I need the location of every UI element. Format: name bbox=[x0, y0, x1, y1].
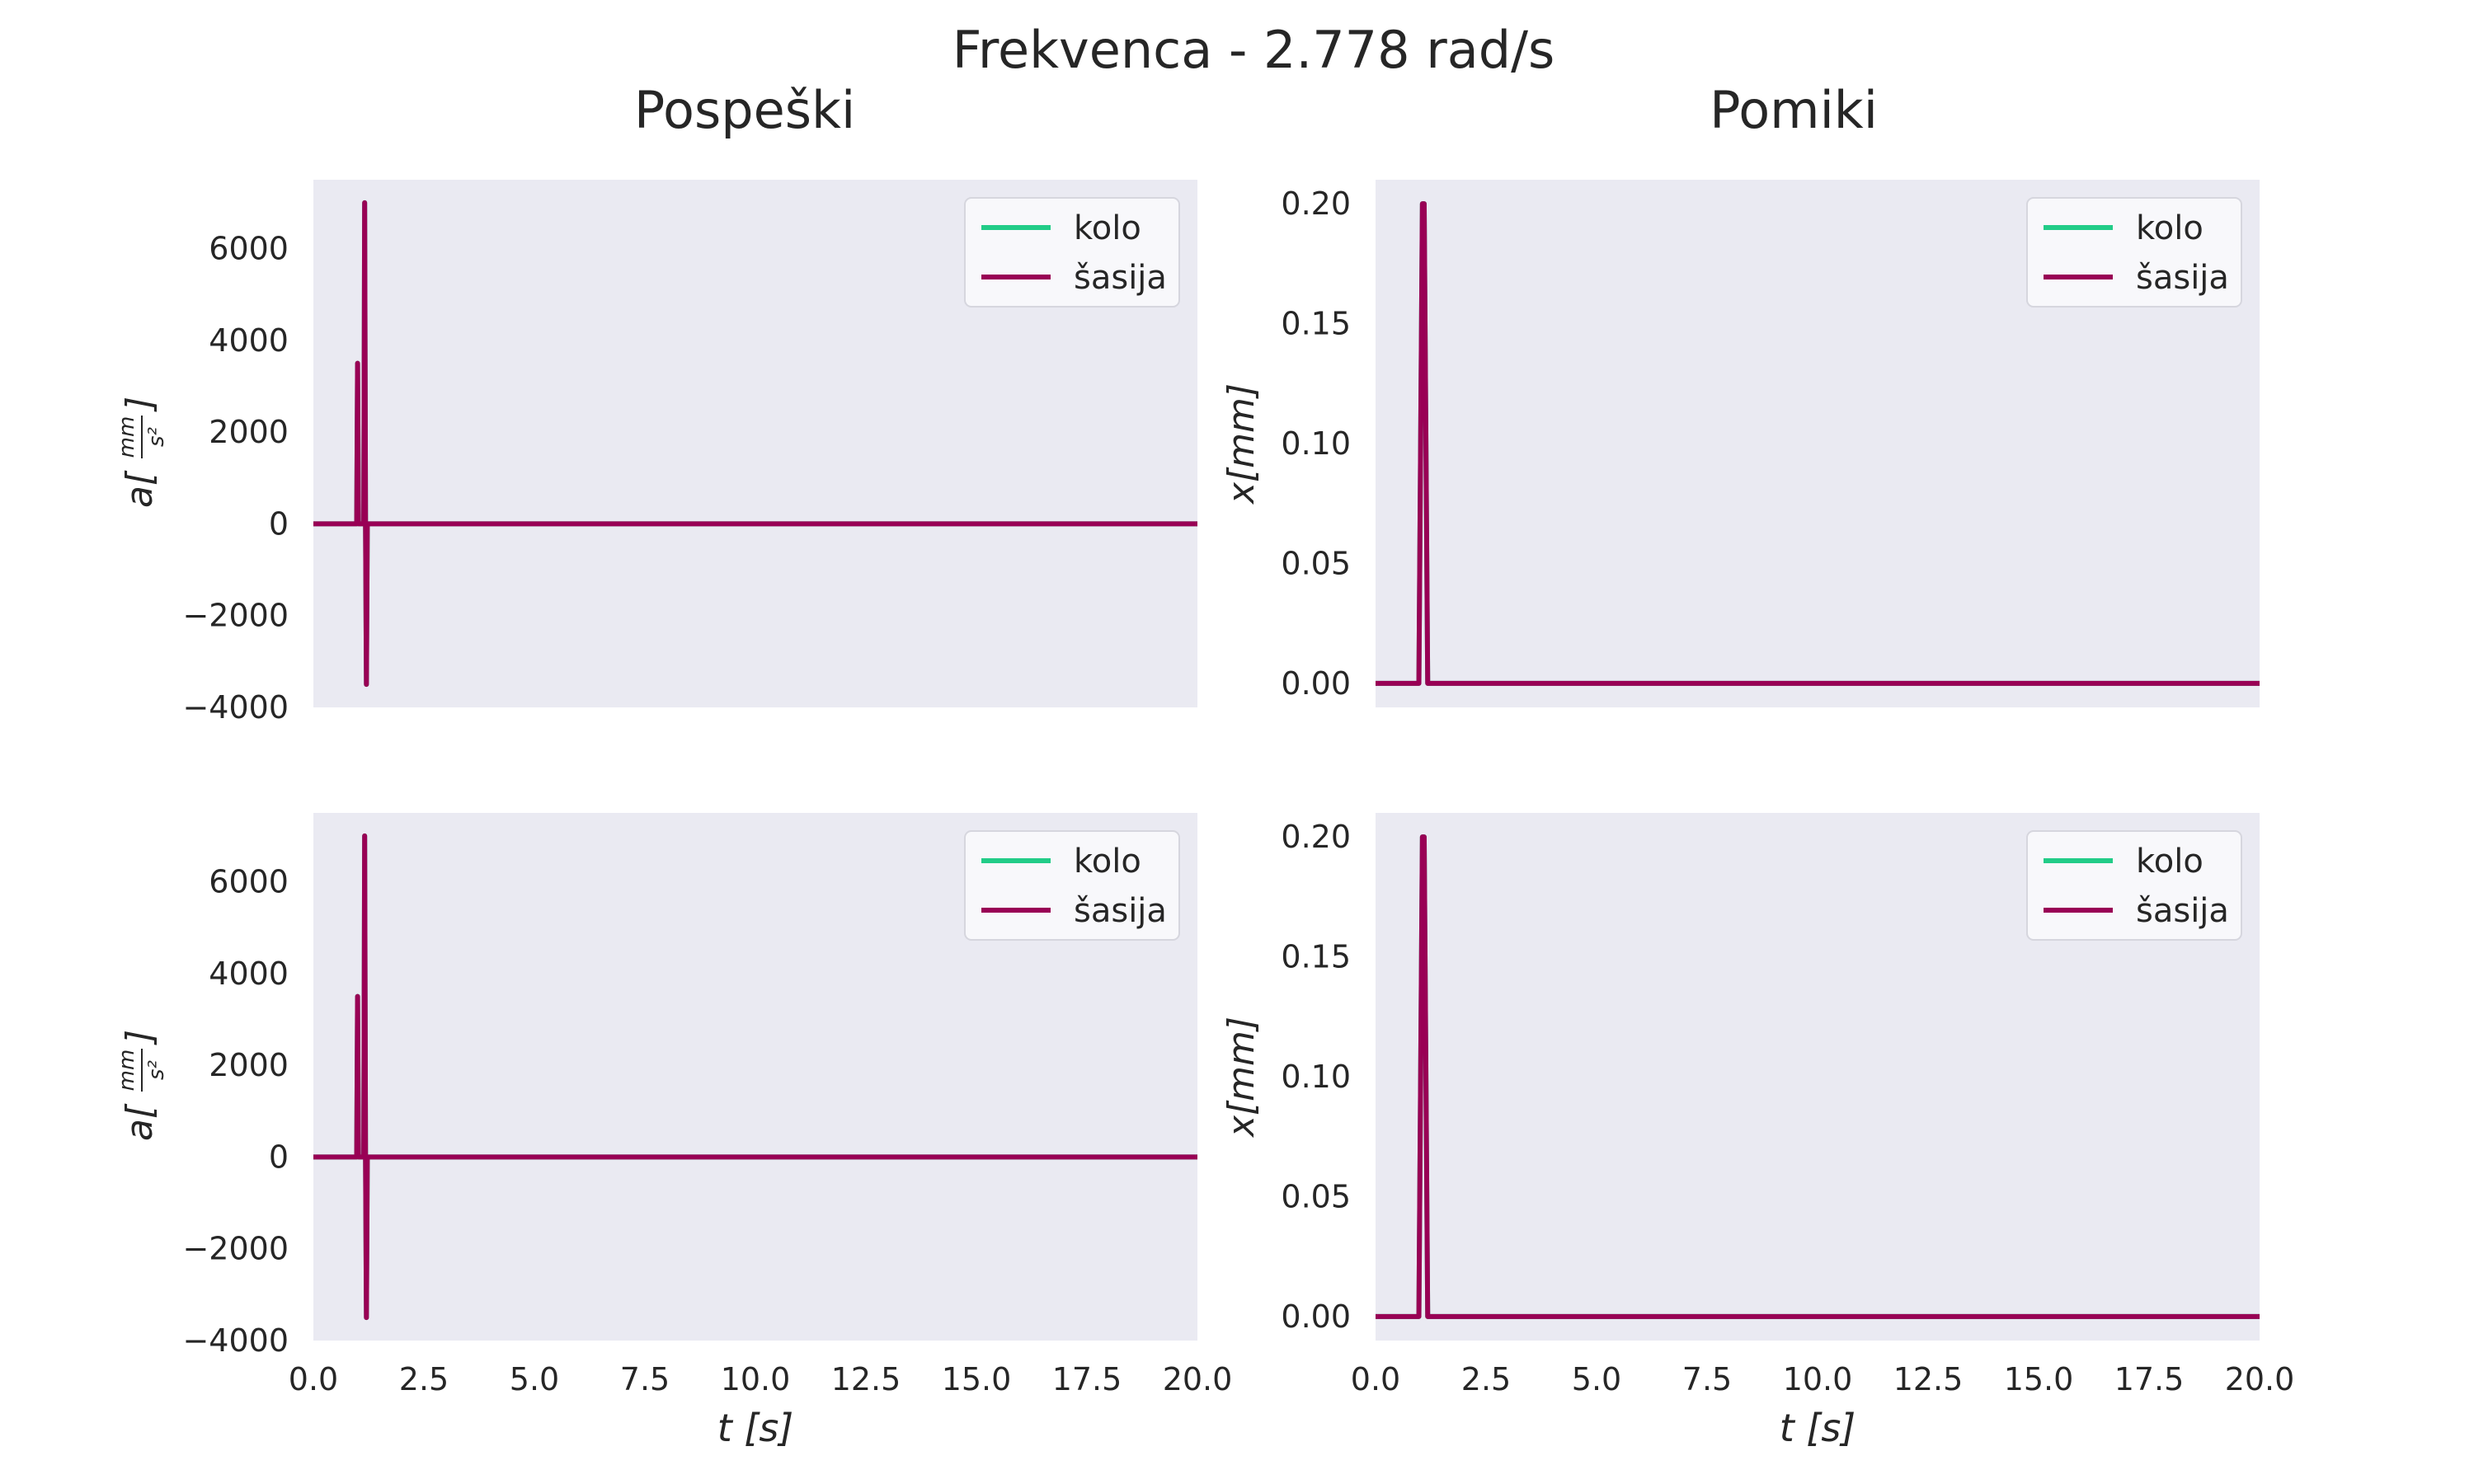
x-tick-label: 0.0 bbox=[289, 1361, 338, 1397]
legend: kolo šasija bbox=[964, 197, 1180, 308]
x-axis-label: t [s] bbox=[717, 1406, 794, 1450]
series-line-sasija bbox=[313, 833, 1197, 1321]
legend-label: šasija bbox=[2136, 892, 2229, 930]
y-tick-label: 0.10 bbox=[1281, 1059, 1351, 1095]
y-axis-label: x[mm] bbox=[1221, 1017, 1263, 1139]
column-title-pomiki: Pomiki bbox=[1710, 80, 1878, 140]
y-axis-label-numerator: mm bbox=[115, 1050, 139, 1092]
y-axis-label-prefix: a[ bbox=[119, 1103, 161, 1141]
subplot-3: −4000 −2000 0 2000 4000 6000 0.0 2.5 5.0 7.5 10.0 1… bbox=[115, 813, 1232, 1450]
legend: kolo šasija bbox=[2026, 830, 2242, 941]
legend-label: kolo bbox=[2136, 209, 2204, 247]
y-tick-label: −4000 bbox=[182, 689, 289, 726]
x-tick-label: 7.5 bbox=[1682, 1361, 1732, 1397]
series-line-sasija bbox=[313, 200, 1197, 688]
y-tick-label: 0.10 bbox=[1281, 425, 1351, 462]
y-tick-label: 2000 bbox=[209, 1047, 289, 1083]
y-axis-label-suffix: ] bbox=[119, 397, 161, 412]
y-tick-label: 6000 bbox=[209, 863, 289, 899]
y-tick-label: 0.00 bbox=[1281, 1298, 1351, 1335]
y-axis-label-suffix: ] bbox=[119, 1030, 161, 1045]
y-tick-label: 0.20 bbox=[1281, 186, 1351, 222]
x-tick-label: 2.5 bbox=[1461, 1361, 1511, 1397]
y-tick-label: −2000 bbox=[182, 1231, 289, 1267]
x-axis-label: t [s] bbox=[1780, 1406, 1856, 1450]
x-tick-label: 2.5 bbox=[399, 1361, 449, 1397]
y-tick-label: 0.15 bbox=[1281, 306, 1351, 342]
legend-label: kolo bbox=[1074, 843, 1141, 881]
x-tick-label: 15.0 bbox=[2004, 1361, 2074, 1397]
y-axis-label: x[mm] bbox=[1221, 383, 1263, 505]
legend-label: šasija bbox=[2136, 259, 2229, 297]
subplot-4: 0.00 0.05 0.10 0.15 0.20 0.0 2.5 5.0 7.5 10.0 12.5… bbox=[1221, 813, 2294, 1450]
y-tick-label: 4000 bbox=[209, 956, 289, 992]
x-tick-label: 17.5 bbox=[1052, 1361, 1122, 1397]
y-axis-label-denominator: s² bbox=[144, 427, 169, 447]
legend-label: kolo bbox=[2136, 843, 2204, 881]
series-line-sasija bbox=[1376, 834, 2260, 1319]
x-tick-label: 10.0 bbox=[721, 1361, 791, 1397]
x-tick-label: 12.5 bbox=[1893, 1361, 1964, 1397]
x-tick-label: 15.0 bbox=[942, 1361, 1012, 1397]
legend: kolo šasija bbox=[964, 830, 1180, 941]
y-tick-label: 2000 bbox=[209, 414, 289, 450]
y-tick-label: 4000 bbox=[209, 322, 289, 359]
legend-label: kolo bbox=[1074, 209, 1141, 247]
x-tick-label: 20.0 bbox=[2225, 1361, 2295, 1397]
y-tick-label: −2000 bbox=[182, 598, 289, 634]
y-tick-label: −4000 bbox=[182, 1322, 289, 1359]
x-tick-label: 17.5 bbox=[2114, 1361, 2185, 1397]
x-tick-label: 0.0 bbox=[1351, 1361, 1400, 1397]
y-axis-label-prefix: a[ bbox=[119, 470, 161, 508]
y-tick-label: 6000 bbox=[209, 230, 289, 266]
column-title-pospeski: Pospeški bbox=[634, 80, 855, 140]
x-tick-label: 10.0 bbox=[1783, 1361, 1853, 1397]
y-axis-label: a[ mm s²] bbox=[115, 1030, 169, 1141]
legend: kolo šasija bbox=[2026, 197, 2242, 308]
x-tick-label: 7.5 bbox=[620, 1361, 670, 1397]
y-axis-label-denominator: s² bbox=[144, 1060, 169, 1080]
x-tick-label: 5.0 bbox=[510, 1361, 559, 1397]
y-tick-label: 0.05 bbox=[1281, 545, 1351, 581]
y-tick-label: 0 bbox=[269, 1139, 289, 1175]
x-tick-label: 5.0 bbox=[1572, 1361, 1621, 1397]
series-line-sasija bbox=[1376, 201, 2260, 686]
legend-label: šasija bbox=[1074, 892, 1167, 930]
subplot-2: 0.00 0.05 0.10 0.15 0.20 x[mm] kolo šasija bbox=[1221, 180, 2260, 707]
y-axis-label: a[ mm s²] bbox=[115, 397, 169, 508]
x-tick-label: 12.5 bbox=[831, 1361, 901, 1397]
figure-suptitle: Frekvenca - 2.778 rad/s bbox=[952, 20, 1555, 80]
y-tick-label: 0.15 bbox=[1281, 939, 1351, 975]
legend-label: šasija bbox=[1074, 259, 1167, 297]
y-tick-label: 0.20 bbox=[1281, 819, 1351, 855]
subplot-1: −4000 −2000 0 2000 4000 6000 a[ mm s²] kolo šasija bbox=[115, 180, 1197, 726]
y-axis-label-numerator: mm bbox=[115, 416, 139, 458]
x-tick-label: 20.0 bbox=[1163, 1361, 1233, 1397]
y-tick-label: 0.00 bbox=[1281, 665, 1351, 702]
y-tick-label: 0.05 bbox=[1281, 1178, 1351, 1214]
y-tick-label: 0 bbox=[269, 505, 289, 542]
